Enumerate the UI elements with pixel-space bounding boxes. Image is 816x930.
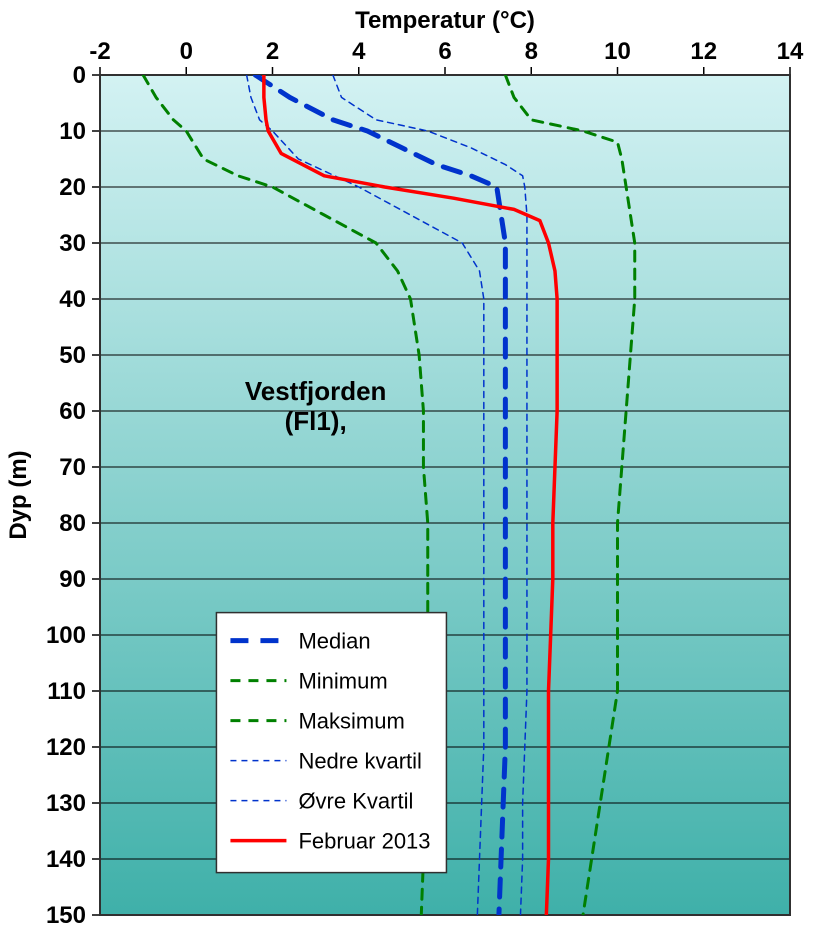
x-tick-label: 0: [180, 38, 193, 65]
x-tick-label: 2: [266, 38, 279, 65]
legend-label: Median: [298, 629, 370, 654]
depth-temperature-chart: 0102030405060708090100110120130140150-20…: [0, 0, 816, 930]
y-tick-label: 0: [73, 62, 86, 89]
legend-label: Øvre Kvartil: [298, 789, 413, 814]
x-tick-label: 6: [438, 38, 451, 65]
y-tick-label: 10: [59, 118, 86, 145]
x-tick-label: 14: [777, 38, 804, 65]
legend-label: Minimum: [298, 669, 387, 694]
y-tick-label: 80: [59, 510, 86, 537]
legend-label: Nedre kvartil: [298, 749, 421, 774]
x-tick-label: 8: [525, 38, 538, 65]
y-tick-label: 110: [47, 678, 86, 705]
x-tick-label: 12: [690, 38, 717, 65]
x-tick-label: 10: [604, 38, 631, 65]
y-tick-label: 60: [59, 398, 86, 425]
x-tick-label: -2: [89, 38, 110, 65]
y-tick-label: 130: [46, 790, 86, 817]
y-tick-label: 70: [59, 454, 86, 481]
station-label-l1: Vestfjorden: [245, 376, 387, 406]
y-tick-label: 140: [46, 846, 86, 873]
station-label-l2: (Fl1),: [285, 406, 347, 436]
legend-label: Maksimum: [298, 709, 404, 734]
y-tick-label: 30: [59, 230, 86, 257]
y-tick-label: 50: [59, 342, 86, 369]
y-tick-label: 150: [46, 902, 86, 929]
y-tick-label: 120: [46, 734, 86, 761]
y-tick-label: 40: [59, 286, 86, 313]
x-tick-label: 4: [352, 38, 366, 65]
y-axis-title: Dyp (m): [5, 450, 32, 539]
legend-label: Februar 2013: [298, 829, 430, 854]
y-tick-label: 90: [59, 566, 86, 593]
chart-container: 0102030405060708090100110120130140150-20…: [0, 0, 816, 930]
y-tick-label: 20: [59, 174, 86, 201]
x-axis-title: Temperatur (°C): [355, 7, 535, 34]
y-tick-label: 100: [46, 622, 86, 649]
